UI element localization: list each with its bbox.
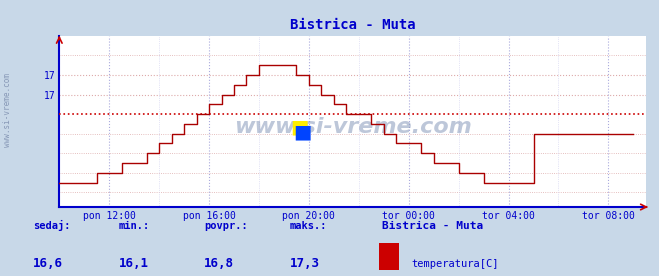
Text: ■: ■ bbox=[291, 117, 309, 136]
Text: maks.:: maks.: bbox=[290, 221, 328, 231]
Text: Bistrica - Muta: Bistrica - Muta bbox=[382, 221, 484, 231]
Text: sedaj:: sedaj: bbox=[33, 220, 71, 231]
Bar bbox=[379, 243, 399, 270]
Text: 16,1: 16,1 bbox=[119, 257, 149, 270]
Text: ■: ■ bbox=[293, 122, 312, 141]
Text: www.si-vreme.com: www.si-vreme.com bbox=[234, 116, 471, 137]
Title: Bistrica - Muta: Bistrica - Muta bbox=[290, 18, 415, 32]
Text: povpr.:: povpr.: bbox=[204, 221, 248, 231]
Text: www.si-vreme.com: www.si-vreme.com bbox=[3, 73, 12, 147]
Text: 16,6: 16,6 bbox=[33, 257, 63, 270]
Text: temperatura[C]: temperatura[C] bbox=[412, 259, 500, 269]
Text: 16,8: 16,8 bbox=[204, 257, 235, 270]
Text: min.:: min.: bbox=[119, 221, 150, 231]
Text: 17,3: 17,3 bbox=[290, 257, 320, 270]
